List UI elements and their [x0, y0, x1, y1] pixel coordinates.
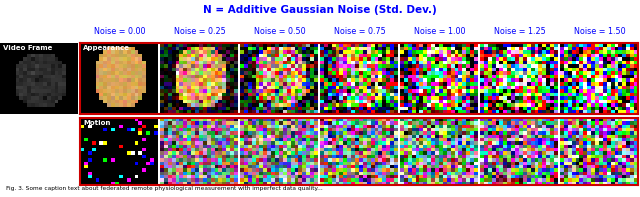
- Text: N = Additive Gaussian Noise (Std. Dev.): N = Additive Gaussian Noise (Std. Dev.): [203, 5, 437, 15]
- Text: Appearance: Appearance: [83, 46, 130, 51]
- Text: Noise = 0.75: Noise = 0.75: [334, 27, 386, 36]
- Text: Noise = 1.00: Noise = 1.00: [414, 27, 466, 36]
- Text: Video Frame: Video Frame: [3, 46, 52, 51]
- Text: Noise = 0.25: Noise = 0.25: [174, 27, 226, 36]
- Text: Fig. 3. Some caption text about federated remote physiological measurement with : Fig. 3. Some caption text about federate…: [6, 186, 323, 191]
- Text: Motion: Motion: [83, 120, 111, 126]
- Text: Noise = 0.50: Noise = 0.50: [254, 27, 306, 36]
- Text: Noise = 1.25: Noise = 1.25: [494, 27, 546, 36]
- Text: Noise = 0.00: Noise = 0.00: [94, 27, 146, 36]
- Text: Noise = 1.50: Noise = 1.50: [574, 27, 626, 36]
